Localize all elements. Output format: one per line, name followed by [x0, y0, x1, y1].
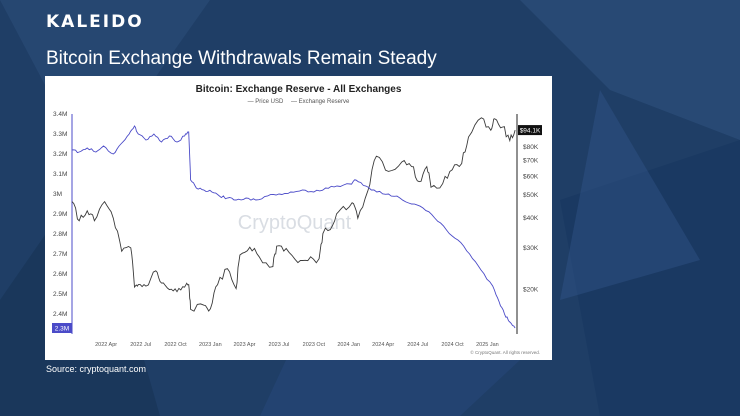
chart-card: CryptoQuant 2.4M 2.5M 2.6M 2.7M 2.8M 2.9M 3M 3.1… [45, 76, 552, 360]
left-tick-label: 3.1M [53, 171, 67, 178]
reserve-current-badge [52, 323, 72, 333]
reserve-current-label: 2.3M [55, 326, 69, 333]
left-tick-label: 3.2M [53, 151, 67, 158]
x-tick-label: 2025 Jan [476, 342, 499, 348]
x-tick-label: 2023 Jul [269, 342, 290, 348]
x-tick-label: 2022 Oct [164, 342, 187, 348]
x-tick-label: 2023 Jan [199, 342, 222, 348]
left-tick-label: 2.8M [53, 231, 67, 238]
x-tick-label: 2024 Jan [337, 342, 360, 348]
price-line [71, 117, 516, 312]
right-tick-label: $30K [523, 245, 539, 252]
price-current-badge [518, 125, 542, 136]
chart-legend: — Price USD — Exchange Reserve [45, 99, 552, 105]
left-tick-label: 2.4M [53, 311, 67, 318]
left-tick-label: 3M [53, 191, 62, 198]
left-tick-label: 3.3M [53, 131, 67, 138]
left-tick-label: 2.7M [53, 251, 67, 258]
legend-reserve[interactable]: — Exchange Reserve [290, 99, 350, 105]
right-tick-label: $20K [523, 287, 539, 294]
left-tick-label: 3.4M [53, 111, 67, 118]
brand-logo: KALEIDO [46, 12, 144, 32]
watermark: CryptoQuant [238, 212, 352, 234]
chart-plot: CryptoQuant 2.4M 2.5M 2.6M 2.7M 2.8M 2.9M 3M 3.1… [52, 111, 542, 355]
slide-title: Bitcoin Exchange Withdrawals Remain Stea… [46, 48, 437, 69]
left-tick-label: 2.9M [53, 211, 67, 218]
left-tick-label: 2.6M [53, 271, 67, 278]
x-tick-label: 2024 Apr [372, 342, 394, 348]
x-tick-label: 2024 Oct [441, 342, 464, 348]
x-tick-label: 2022 Apr [95, 342, 117, 348]
x-tick-label: 2022 Jul [130, 342, 151, 348]
x-tick-label: 2023 Apr [233, 342, 255, 348]
right-tick-label: $70K [523, 158, 539, 165]
right-tick-label: $80K [523, 144, 539, 151]
chart-credit: © CryptoQuant. All rights reserved. [470, 349, 540, 355]
right-tick-label: $50K [523, 192, 539, 199]
price-current-label: $94.1K [520, 128, 541, 135]
legend-price[interactable]: — Price USD [247, 99, 284, 105]
source-note: Source: cryptoquant.com [46, 364, 147, 374]
right-tick-label: $40K [523, 215, 539, 222]
reserve-line [71, 125, 516, 329]
x-tick-label: 2024 Jul [407, 342, 428, 348]
left-tick-label: 2.5M [53, 291, 67, 298]
right-tick-label: $60K [523, 173, 539, 180]
x-tick-label: 2023 Oct [303, 342, 326, 348]
chart-title: Bitcoin: Exchange Reserve - All Exchange… [195, 84, 402, 95]
